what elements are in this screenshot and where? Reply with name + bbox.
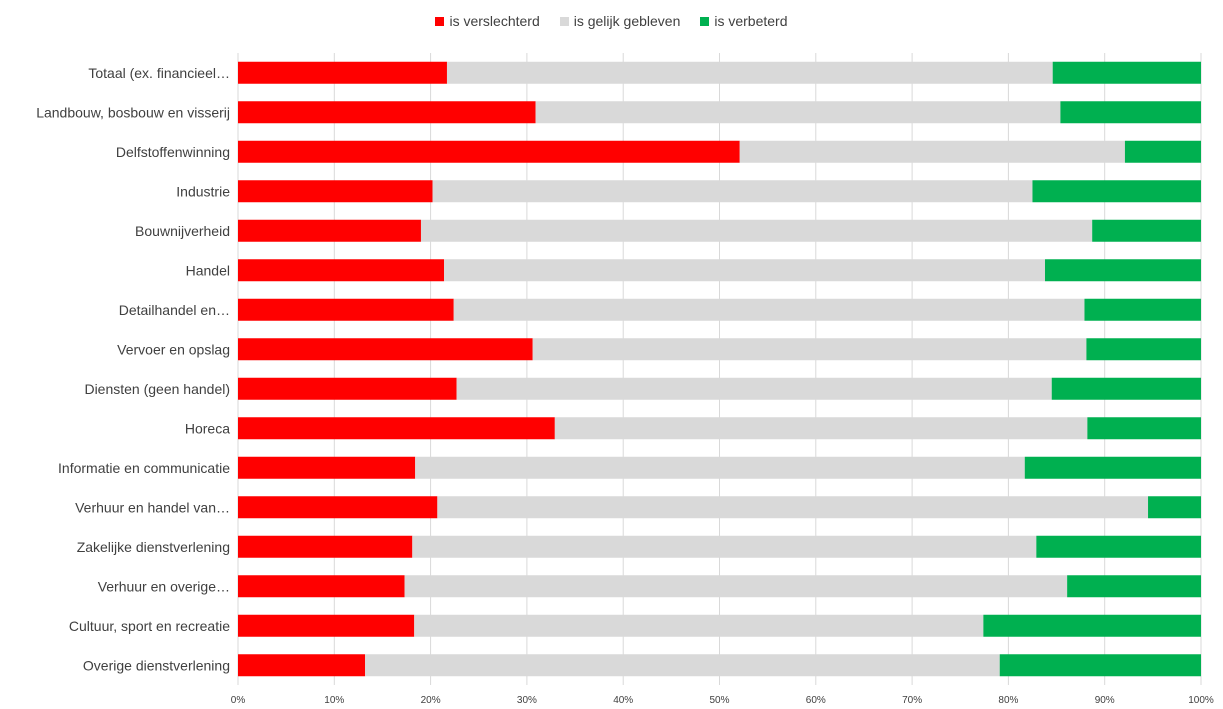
- bar-segment-verslechterd: [238, 61, 447, 84]
- bar-segment-verbeterd: [1087, 417, 1201, 440]
- bar-segment-verslechterd: [238, 614, 415, 637]
- bar-segment-verslechterd: [238, 535, 413, 558]
- bar-segment-verslechterd: [238, 377, 457, 400]
- category-label: Detailhandel en…: [119, 302, 230, 318]
- x-tick-label: 10%: [324, 695, 344, 706]
- x-tick-label: 40%: [613, 695, 633, 706]
- legend: is verslechterd is gelijk gebleven is ve…: [0, 11, 1223, 31]
- x-tick-label: 90%: [1095, 695, 1115, 706]
- category-label: Overige dienstverlening: [83, 657, 230, 673]
- bar-segment-verbeterd: [1092, 219, 1201, 242]
- bar-segment-verslechterd: [238, 654, 366, 677]
- bar-segment-verslechterd: [238, 338, 533, 361]
- legend-label-verslechterd: is verslechterd: [449, 13, 540, 29]
- x-tick-label: 20%: [421, 695, 441, 706]
- bar-segment-verbeterd: [1051, 377, 1201, 400]
- bar-segment-gelijk: [414, 614, 984, 637]
- bar-segment-verbeterd: [1044, 259, 1201, 282]
- category-label: Bouwnijverheid: [135, 223, 230, 239]
- bar-segment-verbeterd: [999, 654, 1201, 677]
- category-label: Cultuur, sport en recreatie: [69, 618, 230, 634]
- x-tick-label: 50%: [709, 695, 729, 706]
- bar-segment-gelijk: [532, 338, 1087, 361]
- bar-segment-verslechterd: [238, 298, 454, 321]
- bar-segment-verslechterd: [238, 575, 405, 598]
- bar-segment-verbeterd: [1084, 298, 1201, 321]
- bar-segment-verbeterd: [983, 614, 1201, 637]
- bar-segment-verbeterd: [1060, 101, 1201, 124]
- x-tick-label: 80%: [998, 695, 1018, 706]
- category-label: Landbouw, bosbouw en visserij: [36, 104, 230, 120]
- bar-segment-verslechterd: [238, 417, 555, 440]
- bar-segment-gelijk: [444, 259, 1045, 282]
- bar-segment-gelijk: [432, 180, 1033, 203]
- bar-segment-gelijk: [554, 417, 1088, 440]
- category-label: Informatie en communicatie: [58, 460, 230, 476]
- x-tick-label: 100%: [1188, 695, 1214, 706]
- legend-label-gelijk: is gelijk gebleven: [573, 13, 681, 29]
- x-tick-label: 30%: [517, 695, 537, 706]
- category-label: Totaal (ex. financieel…: [88, 65, 230, 81]
- bar-segment-verbeterd: [1036, 535, 1201, 558]
- legend-swatch-gelijk: [559, 16, 569, 26]
- bar-segment-verslechterd: [238, 140, 740, 163]
- category-label: Verhuur en handel van…: [75, 499, 230, 515]
- bar-segment-verslechterd: [238, 259, 445, 282]
- category-label: Vervoer en opslag: [117, 341, 230, 357]
- bar-segment-gelijk: [453, 298, 1085, 321]
- category-label: Handel: [186, 262, 230, 278]
- bar-segment-verbeterd: [1067, 575, 1201, 598]
- bar-segment-gelijk: [365, 654, 1000, 677]
- bar-segment-gelijk: [739, 140, 1125, 163]
- bar-segment-verbeterd: [1148, 496, 1201, 519]
- bar-segment-gelijk: [446, 61, 1053, 84]
- category-label: Diensten (geen handel): [84, 381, 230, 397]
- bar-segment-verbeterd: [1032, 180, 1201, 203]
- x-tick-label: 60%: [806, 695, 826, 706]
- legend-label-verbeterd: is verbeterd: [714, 13, 788, 29]
- bar-segment-verbeterd: [1024, 456, 1201, 479]
- category-label: Verhuur en overige…: [98, 578, 230, 594]
- bar-segment-verslechterd: [238, 180, 433, 203]
- x-tick-label: 0%: [231, 695, 246, 706]
- bar-segment-verbeterd: [1052, 61, 1201, 84]
- legend-item-verbeterd: is verbeterd: [700, 11, 788, 31]
- bar-segment-gelijk: [404, 575, 1068, 598]
- bar-segment-verbeterd: [1086, 338, 1201, 361]
- category-label: Industrie: [176, 183, 230, 199]
- bar-segment-verslechterd: [238, 496, 438, 519]
- bar-segment-gelijk: [412, 535, 1037, 558]
- category-label: Delfstoffenwinning: [116, 144, 230, 160]
- category-label: Horeca: [185, 420, 230, 436]
- x-tick-label: 70%: [902, 695, 922, 706]
- bar-segment-verslechterd: [238, 101, 536, 124]
- bar-segment-gelijk: [456, 377, 1052, 400]
- bar-segment-verslechterd: [238, 219, 421, 242]
- bar-segment-gelijk: [415, 456, 1025, 479]
- legend-swatch-verbeterd: [700, 16, 710, 26]
- legend-item-gelijk: is gelijk gebleven: [559, 11, 681, 31]
- legend-swatch-verslechterd: [435, 16, 445, 26]
- bar-segment-gelijk: [420, 219, 1093, 242]
- category-label: Zakelijke dienstverlening: [77, 539, 230, 555]
- legend-item-verslechterd: is verslechterd: [435, 11, 540, 31]
- bar-segment-verbeterd: [1124, 140, 1201, 163]
- bar-segment-gelijk: [437, 496, 1149, 519]
- bar-segment-gelijk: [535, 101, 1061, 124]
- bar-segment-verslechterd: [238, 456, 416, 479]
